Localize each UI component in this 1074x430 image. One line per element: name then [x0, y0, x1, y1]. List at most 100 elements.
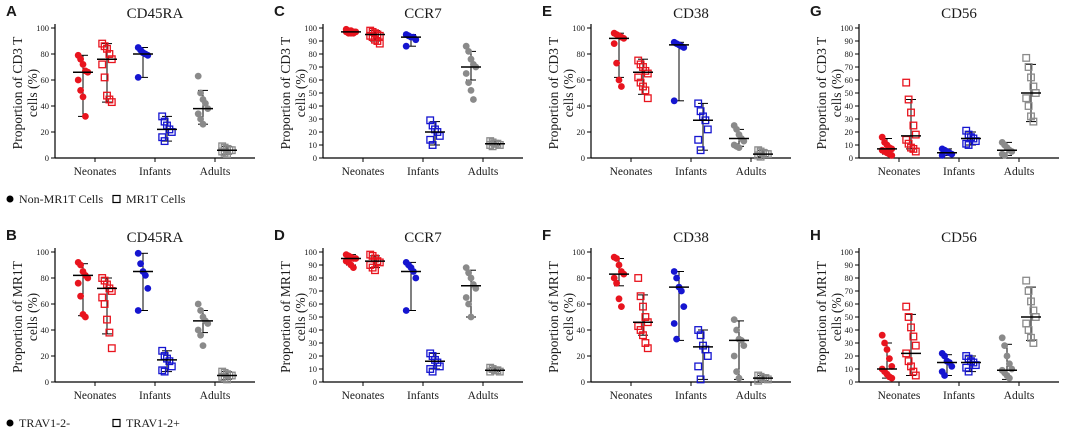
panel-letter: D	[274, 227, 285, 244]
y-tick-label: 90	[845, 260, 854, 270]
data-point	[696, 375, 705, 384]
chart-title: CD45RA	[127, 230, 184, 246]
y-axis-label-line: Proportion of CD3 T	[546, 36, 561, 149]
y-tick-label: 40	[845, 325, 854, 335]
series-adults-open	[485, 137, 505, 151]
data-point	[694, 362, 703, 371]
y-tick-label: 10	[309, 364, 318, 374]
data-point	[911, 341, 920, 350]
data-point	[643, 344, 652, 353]
series-neonates-open	[97, 39, 117, 107]
y-tick-label: 70	[845, 286, 854, 296]
data-point	[435, 362, 444, 371]
data-point	[643, 69, 652, 78]
data-point	[165, 357, 174, 366]
x-tick-label: Infants	[943, 166, 975, 178]
data-point	[98, 293, 107, 302]
data-point	[412, 274, 420, 282]
x-tick-label: Adults	[736, 166, 767, 178]
data-point	[634, 274, 643, 282]
data-point	[1024, 102, 1033, 110]
data-point	[907, 362, 915, 371]
data-point	[613, 255, 620, 262]
data-point	[465, 48, 472, 55]
series-infants-filled	[937, 350, 957, 379]
data-point	[79, 93, 87, 101]
series-neonates-open	[365, 250, 385, 275]
y-tick-label: 0	[313, 377, 317, 387]
data-point	[82, 113, 89, 120]
data-point	[763, 375, 772, 384]
data-point	[465, 269, 472, 277]
data-point	[77, 261, 84, 269]
x-tick-label: Neonates	[74, 390, 117, 402]
y-tick-label: 100	[572, 247, 585, 257]
y-tick-label: 90	[309, 260, 318, 270]
series-neonates-filled	[877, 331, 897, 382]
chart-panel-a: A CD45RA Proportion of CD3 Tcells (%) 0 20 40…	[6, 3, 255, 178]
data-point	[375, 258, 384, 267]
data-point	[694, 99, 703, 108]
data-point	[636, 292, 645, 301]
y-tick-label: 60	[845, 75, 854, 85]
chart-panel-d: D CCR7 Proportion of MR1Tcells (%) 0 10 20 30 4…	[274, 227, 523, 402]
panel-letter: G	[810, 3, 822, 20]
y-tick-label: 0	[45, 153, 49, 163]
y-axis-label-line: cells (%)	[293, 69, 308, 117]
data-point	[163, 354, 171, 363]
y-axis-label: Proportion of CD3 Tcells (%)	[10, 36, 40, 149]
data-point	[402, 307, 410, 314]
series-infants-open	[961, 126, 981, 149]
data-point	[618, 83, 625, 90]
y-tick-label: 20	[41, 351, 50, 361]
data-point	[1029, 117, 1038, 126]
y-tick-label: 10	[845, 140, 854, 150]
panel-letter: H	[810, 227, 821, 244]
chart-panel-g: G CD56 Proportion of CD3 Tcells (%) 0 10 20 30…	[810, 3, 1059, 178]
data-point	[142, 272, 149, 279]
data-point	[1006, 374, 1013, 382]
series-adults-open	[217, 142, 237, 159]
y-tick-label: 0	[849, 377, 853, 387]
y-tick-label: 10	[309, 140, 318, 150]
data-point	[462, 42, 470, 50]
data-point	[733, 326, 740, 334]
series-infants-open	[693, 326, 713, 384]
data-point	[486, 367, 495, 376]
y-tick-label: 30	[309, 114, 318, 124]
y-tick-label: 60	[577, 299, 586, 309]
data-point	[1022, 94, 1031, 103]
x-tick-label: Adults	[1004, 390, 1035, 402]
data-point	[680, 303, 688, 310]
data-point	[197, 331, 205, 339]
data-point	[998, 334, 1006, 342]
data-point	[160, 137, 169, 146]
legend-filled-marker	[6, 419, 14, 427]
y-tick-label: 0	[581, 153, 585, 163]
data-point	[350, 264, 357, 271]
data-point	[100, 42, 109, 51]
data-point	[100, 300, 109, 308]
y-axis-label-line: Proportion of MR1T	[10, 260, 25, 373]
y-tick-label: 0	[849, 153, 853, 163]
x-tick-label: Infants	[139, 390, 171, 402]
data-point	[888, 363, 896, 370]
x-tick-label: Adults	[1004, 166, 1035, 178]
series-infants-open	[961, 352, 981, 376]
data-point	[194, 300, 202, 308]
data-point	[218, 147, 227, 156]
data-point	[98, 60, 107, 69]
y-tick-label: 80	[309, 49, 318, 59]
data-point	[144, 51, 152, 59]
y-tick-label: 80	[845, 273, 854, 283]
data-point	[735, 144, 743, 152]
data-point	[938, 152, 946, 159]
data-point	[902, 78, 911, 87]
series-infants-open	[157, 112, 177, 146]
data-point	[733, 125, 740, 133]
series-infants-filled	[133, 44, 153, 81]
series-adults-filled	[729, 122, 749, 152]
x-tick-label: Infants	[675, 166, 707, 178]
y-axis-label: Proportion of MR1Tcells (%)	[546, 260, 576, 373]
